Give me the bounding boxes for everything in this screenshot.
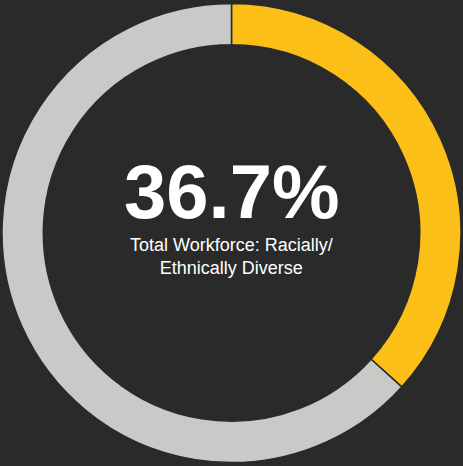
svg-text:Total Workforce: Racially/Ethn: Total Workforce: Racially/Ethnically Div… (130, 235, 333, 278)
svg-text:36.7%: 36.7% (124, 149, 340, 234)
